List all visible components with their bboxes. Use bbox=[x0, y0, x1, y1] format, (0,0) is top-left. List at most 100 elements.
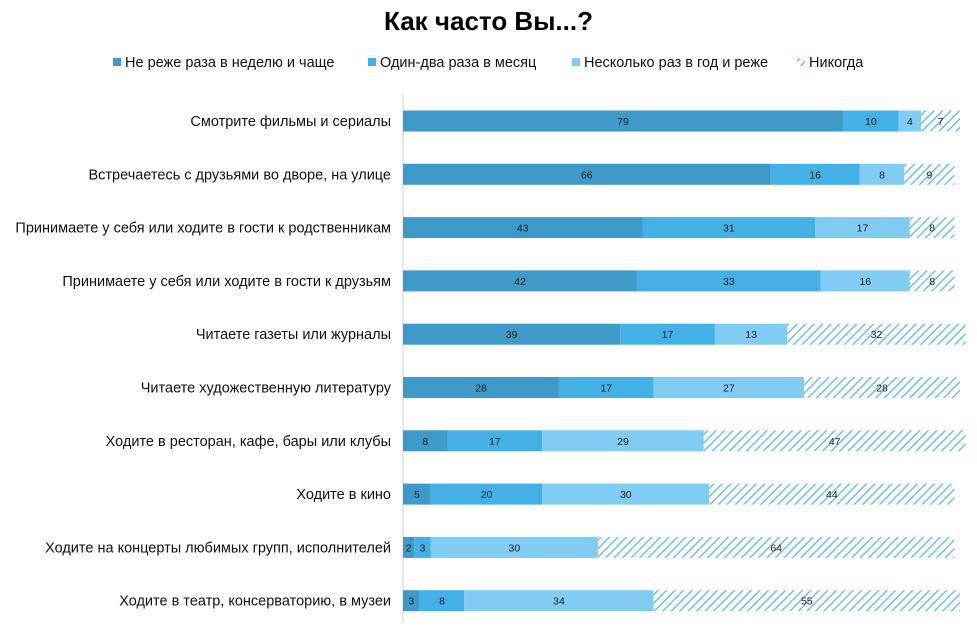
data-label: 66 bbox=[581, 169, 593, 181]
data-label: 17 bbox=[662, 329, 674, 341]
bar-segment bbox=[403, 590, 420, 612]
bar-segment bbox=[653, 377, 805, 398]
data-label: 64 bbox=[770, 542, 782, 554]
bar-segment bbox=[403, 377, 559, 398]
bar-segment bbox=[909, 217, 955, 239]
legend-label: Несколько раз в год и реже bbox=[584, 55, 768, 71]
legend-swatch bbox=[368, 58, 376, 66]
data-label: 8 bbox=[422, 436, 428, 448]
data-label: 31 bbox=[723, 223, 735, 235]
data-label: 30 bbox=[620, 489, 632, 501]
data-label: 5 bbox=[414, 489, 420, 501]
bar-segment bbox=[904, 163, 955, 185]
category-label: Читаете художественную литературу bbox=[141, 381, 392, 397]
legend-label: Один-два раза в месяц bbox=[380, 55, 536, 71]
bar-segment bbox=[430, 536, 598, 558]
bar-segment bbox=[770, 163, 860, 185]
category-label: Ходите на концерты любимых групп, исполн… bbox=[45, 540, 391, 556]
bar-segment bbox=[653, 590, 960, 612]
bar-segment bbox=[709, 483, 955, 505]
data-label: 79 bbox=[617, 116, 629, 128]
data-label: 2 bbox=[406, 542, 412, 554]
bar-segment bbox=[597, 536, 955, 558]
bar-segment bbox=[403, 430, 448, 452]
data-label: 16 bbox=[809, 169, 821, 181]
data-label: 3 bbox=[420, 542, 426, 554]
data-label: 42 bbox=[514, 276, 526, 288]
data-label: 8 bbox=[879, 169, 885, 181]
category-label: Принимаете у себя или ходите в гости к д… bbox=[62, 274, 391, 290]
bar-segment bbox=[714, 323, 788, 345]
data-label: 10 bbox=[865, 116, 877, 128]
category-label: Ходите в театр, консерваторию, в музеи bbox=[119, 594, 391, 610]
bar-segment bbox=[820, 270, 910, 292]
data-label: 8 bbox=[929, 276, 935, 288]
data-label: 3 bbox=[408, 596, 414, 608]
legend-label: Не реже раза в неделю и чаще bbox=[125, 55, 335, 71]
bar-segment bbox=[542, 430, 704, 452]
data-label: 39 bbox=[506, 329, 518, 341]
data-label: 29 bbox=[617, 436, 629, 448]
bar-segment bbox=[642, 217, 816, 239]
bar-segment bbox=[804, 377, 960, 398]
bar-segment bbox=[403, 110, 844, 132]
bar-segment bbox=[403, 483, 431, 505]
bar-segment bbox=[403, 323, 621, 345]
bar-segment bbox=[787, 323, 966, 345]
data-label: 28 bbox=[475, 383, 487, 395]
data-label: 55 bbox=[801, 596, 813, 608]
bar-segment bbox=[403, 163, 771, 185]
bar-segment bbox=[898, 110, 922, 132]
bar-segment bbox=[815, 217, 910, 239]
data-label: 27 bbox=[723, 383, 735, 395]
category-label: Читаете газеты или журналы bbox=[196, 327, 391, 343]
bar-segment bbox=[447, 430, 543, 452]
data-label: 8 bbox=[439, 596, 445, 608]
data-label: 28 bbox=[876, 383, 888, 395]
bar-segment bbox=[636, 270, 821, 292]
legend-swatch bbox=[572, 58, 580, 66]
data-label: 32 bbox=[871, 329, 883, 341]
data-label: 17 bbox=[489, 436, 501, 448]
data-label: 34 bbox=[553, 596, 565, 608]
bar-segment bbox=[430, 483, 543, 505]
bar-segment bbox=[403, 217, 643, 239]
bar-segment bbox=[558, 377, 654, 398]
data-label: 17 bbox=[600, 383, 612, 395]
bar-segment bbox=[620, 323, 715, 345]
bar-segment bbox=[859, 163, 905, 185]
data-label: 9 bbox=[926, 169, 932, 181]
data-label: 44 bbox=[826, 489, 838, 501]
data-label: 7 bbox=[938, 116, 944, 128]
legend-swatch bbox=[113, 58, 121, 66]
data-label: 4 bbox=[907, 116, 913, 128]
data-label: 13 bbox=[745, 329, 757, 341]
category-label: Смотрите фильмы и сериалы bbox=[190, 114, 391, 130]
bar-segment bbox=[403, 270, 637, 292]
bar-segment bbox=[703, 430, 966, 452]
category-label: Принимаете у себя или ходите в гости к р… bbox=[15, 221, 391, 237]
category-label: Ходите в ресторан, кафе, бары или клубы bbox=[106, 434, 391, 450]
data-label: 47 bbox=[829, 436, 841, 448]
data-label: 8 bbox=[929, 223, 935, 235]
category-label: Ходите в кино bbox=[296, 487, 391, 503]
bar-segment bbox=[909, 270, 955, 292]
bar-segment bbox=[464, 590, 654, 612]
legend: Не реже раза в неделю и чаще Один-два раз… bbox=[113, 55, 864, 71]
legend-swatch bbox=[797, 58, 805, 66]
plot-area: Смотрите фильмы и сериалы 79 10 4 7Встречает… bbox=[15, 110, 966, 612]
data-label: 33 bbox=[723, 276, 735, 288]
bar-segment bbox=[403, 536, 415, 558]
data-label: 20 bbox=[481, 489, 493, 501]
data-label: 17 bbox=[857, 223, 869, 235]
data-label: 43 bbox=[517, 223, 529, 235]
bar-segment bbox=[419, 590, 465, 612]
data-label: 16 bbox=[859, 276, 871, 288]
bar-segment bbox=[414, 536, 431, 558]
data-label: 30 bbox=[509, 542, 521, 554]
category-label: Встречаетесь с друзьями во дворе, на ули… bbox=[88, 167, 391, 183]
bar-segment bbox=[542, 483, 710, 505]
bar-segment bbox=[921, 110, 960, 132]
